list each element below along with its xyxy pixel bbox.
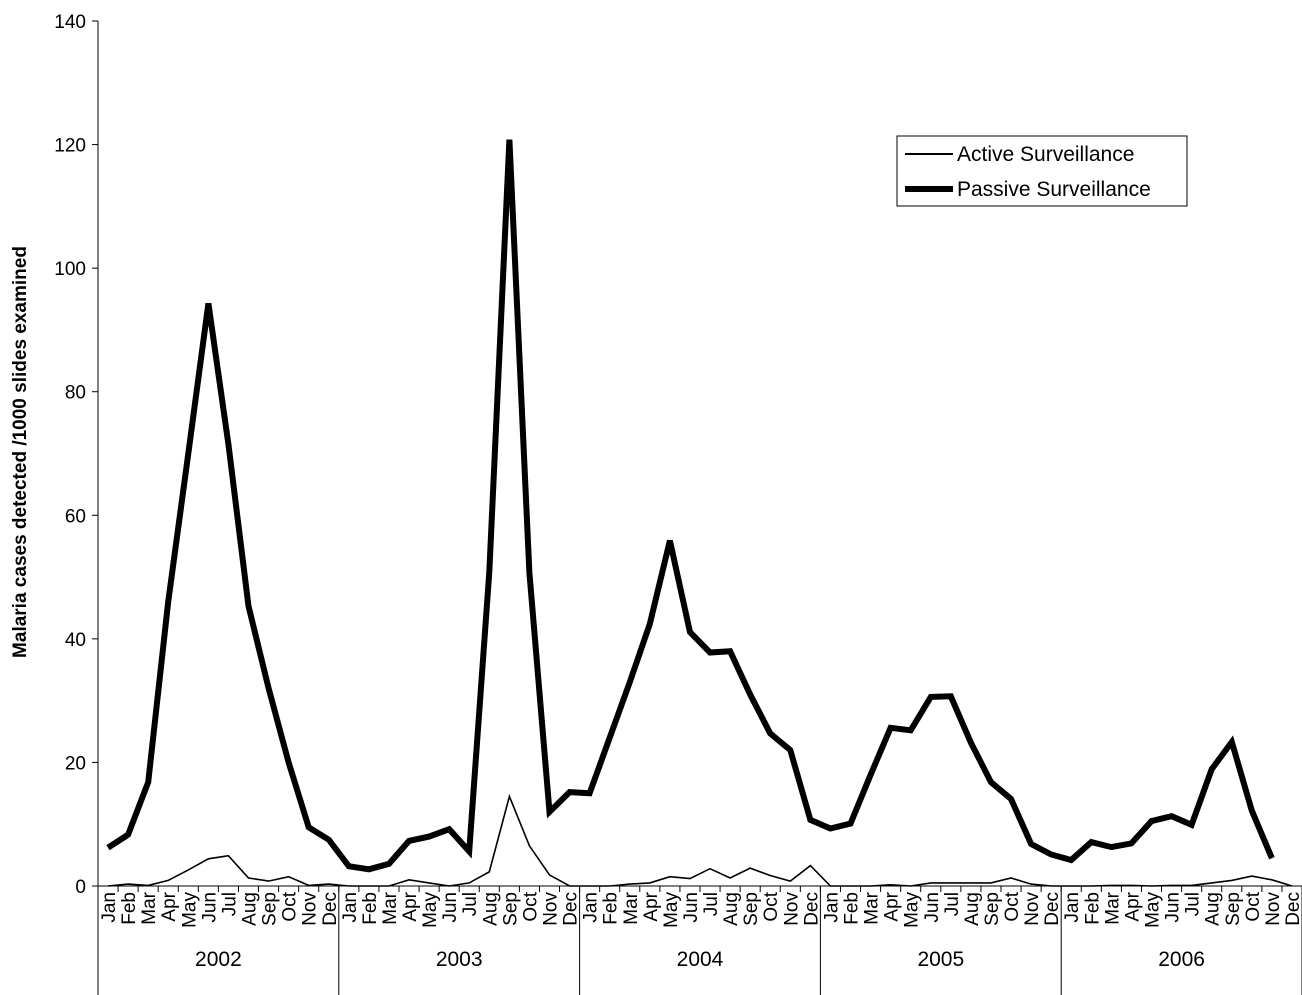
- x-tick-label-month: Jan: [99, 892, 120, 923]
- y-tick-label: 140: [54, 12, 86, 33]
- x-tick-label-month: Jul: [942, 892, 963, 916]
- x-tick-label-month: Sep: [982, 892, 1003, 926]
- legend: Active Surveillance Passive Surveillance: [896, 135, 1188, 207]
- x-tick-label-month: Mar: [380, 891, 401, 924]
- x-tick-label-month: Nov: [781, 892, 802, 926]
- y-tick-label: 100: [54, 259, 86, 280]
- x-tick-label-month: Dec: [320, 892, 341, 926]
- x-year-label: 2006: [1158, 948, 1205, 971]
- legend-box: [896, 135, 1188, 207]
- x-tick-label-month: May: [1143, 892, 1164, 928]
- y-tick-label: 60: [65, 506, 86, 527]
- legend-label-passive: Passive Surveillance: [957, 178, 1151, 201]
- x-tick-label-month: May: [661, 892, 682, 928]
- x-tick-label-month: Sep: [741, 892, 762, 926]
- x-tick-label-month: Jul: [460, 892, 481, 916]
- x-tick-label-month: Feb: [601, 892, 622, 925]
- y-tick-label: 40: [65, 630, 86, 651]
- x-tick-label-month: Nov: [300, 892, 321, 926]
- y-tick-label: 0: [75, 877, 86, 898]
- x-axis: Jan Feb Mar Apr May Jun Jul Aug Sep Oct Nov Dec Jan F…: [97, 885, 1302, 995]
- x-tick-label-month: May: [902, 892, 923, 928]
- x-tick-label-month: Feb: [842, 892, 863, 925]
- x-tick-label-month: Jun: [922, 892, 943, 923]
- x-tick-label-month: Nov: [1022, 892, 1043, 926]
- x-tick-label-month: Mar: [1102, 891, 1123, 924]
- x-tick-label-month: Aug: [721, 892, 742, 926]
- x-tick-label-month: May: [179, 892, 200, 928]
- x-tick-label-month: Oct: [520, 891, 541, 921]
- x-tick-label-month: Feb: [360, 892, 381, 925]
- x-tick-label-month: Aug: [480, 892, 501, 926]
- x-tick-label-month: Oct: [280, 891, 301, 921]
- x-tick-label-month: Jun: [1163, 892, 1184, 923]
- x-year-label: 2002: [195, 948, 242, 971]
- x-year-label: 2003: [436, 948, 483, 971]
- x-tick-label-month: Mar: [862, 891, 883, 924]
- y-tick-label: 120: [54, 136, 86, 157]
- x-tick-label-month: Oct: [761, 891, 782, 921]
- x-tick-label-month: Dec: [1042, 892, 1063, 926]
- x-tick-label-month: Jan: [1062, 892, 1083, 923]
- x-tick-label-month: Dec: [561, 892, 582, 926]
- y-axis: 0 20 40 60 80 100 120 140: [54, 12, 99, 898]
- x-tick-label-month: Jun: [440, 892, 461, 923]
- x-tick-label-month: Apr: [882, 891, 903, 921]
- x-tick-label-month: Dec: [1283, 892, 1302, 926]
- x-tick-label-month: Jan: [340, 892, 361, 923]
- x-year-label: 2004: [677, 948, 724, 971]
- x-tick-label-month: Feb: [1082, 892, 1103, 925]
- x-tick-label-month: Nov: [541, 892, 562, 926]
- series-lines: [106, 139, 1293, 887]
- x-tick-label-month: Oct: [1243, 891, 1264, 921]
- x-tick-label-month: Apr: [641, 891, 662, 921]
- y-tick-label: 80: [65, 383, 86, 404]
- x-tick-label-month: Sep: [1223, 892, 1244, 926]
- x-tick-label-month: Aug: [240, 892, 261, 926]
- legend-label-active: Active Surveillance: [957, 143, 1134, 166]
- x-tick-label-month: Jul: [701, 892, 722, 916]
- x-tick-label-month: Jan: [581, 892, 602, 923]
- x-tick-label-month: Jun: [199, 892, 220, 923]
- x-tick-label-month: Mar: [139, 891, 160, 924]
- x-tick-label-month: Nov: [1263, 892, 1284, 926]
- x-tick-label-month: May: [420, 892, 441, 928]
- series-line-active: [107, 793, 1293, 887]
- x-tick-label-month: Apr: [159, 891, 180, 921]
- x-tick-label-month: Aug: [1203, 892, 1224, 926]
- x-tick-label-month: Mar: [621, 891, 642, 924]
- x-tick-label-month: Feb: [119, 892, 140, 925]
- x-tick-label-month: Sep: [260, 892, 281, 926]
- x-tick-label-month: Aug: [962, 892, 983, 926]
- x-tick-label-month: Jun: [681, 892, 702, 923]
- y-tick-label: 20: [65, 753, 86, 774]
- x-tick-label-month: Oct: [1002, 891, 1023, 921]
- x-tick-label-month: Apr: [1122, 891, 1143, 921]
- x-tick-label-month: Jul: [219, 892, 240, 916]
- x-tick-label-month: Dec: [801, 892, 822, 926]
- x-tick-label-month: Jan: [821, 892, 842, 923]
- y-axis-title: Malaria cases detected /1000 slides exam…: [10, 246, 31, 658]
- x-tick-label-month: Apr: [400, 891, 421, 921]
- x-year-label: 2005: [917, 948, 964, 971]
- x-tick-label-month: Jul: [1183, 892, 1204, 916]
- x-tick-label-month: Sep: [500, 892, 521, 926]
- series-line-passive: [106, 139, 1275, 873]
